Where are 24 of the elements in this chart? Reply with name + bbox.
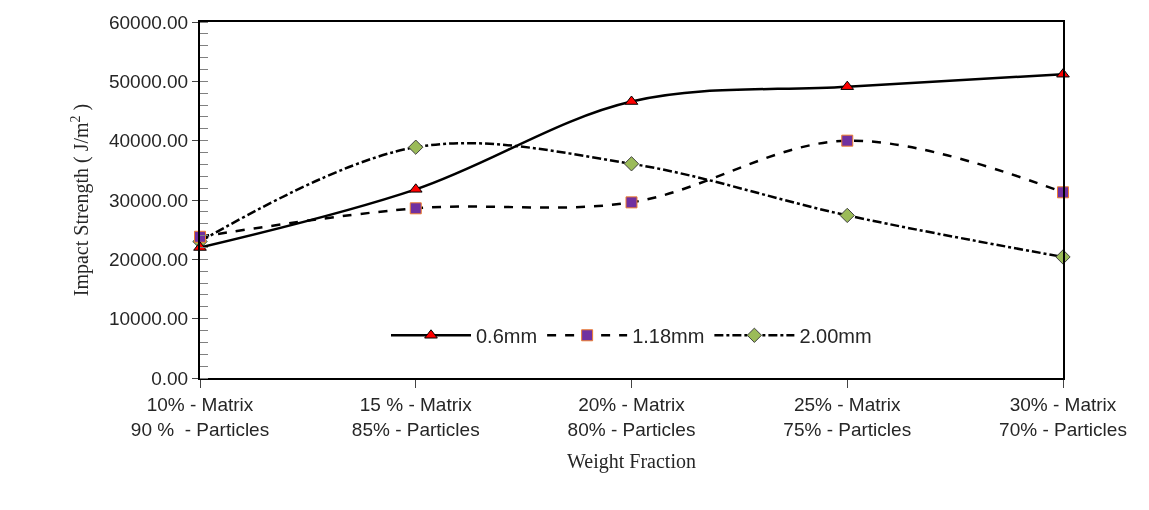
x-tick-label: 10% - Matrix 90 % - Particles [130, 393, 270, 440]
y-tick-label: 50000.00 [108, 70, 189, 92]
x-tick-label: 15 % - Matrix 85% - Particles [351, 393, 480, 440]
point [625, 196, 638, 209]
legend-label: 1.18mm [632, 325, 705, 348]
x-tick-label: 20% - Matrix 80% - Particles [567, 393, 696, 440]
x-axis-title: Weight Fraction [567, 449, 696, 473]
legend-label: 2.00mm [799, 325, 872, 348]
point [409, 202, 422, 215]
point [623, 156, 640, 172]
point [1055, 249, 1071, 265]
y-tick-label: 30000.00 [108, 189, 189, 211]
y-tick-label: 60000.00 [108, 11, 189, 33]
x-tick-label: 25% - Matrix 75% - Particles [783, 393, 912, 440]
y-tick-label: 40000.00 [108, 130, 189, 152]
y-tick-label: 0.00 [151, 367, 189, 389]
x-tick-label: 30% - Matrix 70% - Particles [999, 393, 1127, 440]
legend-label: 0.6mm [476, 325, 538, 348]
point [839, 207, 855, 224]
point [408, 139, 424, 155]
point [841, 134, 854, 147]
y-tick-label: 20000.00 [108, 248, 189, 270]
y-tick-label: 10000.00 [108, 308, 189, 330]
point [1056, 68, 1070, 78]
